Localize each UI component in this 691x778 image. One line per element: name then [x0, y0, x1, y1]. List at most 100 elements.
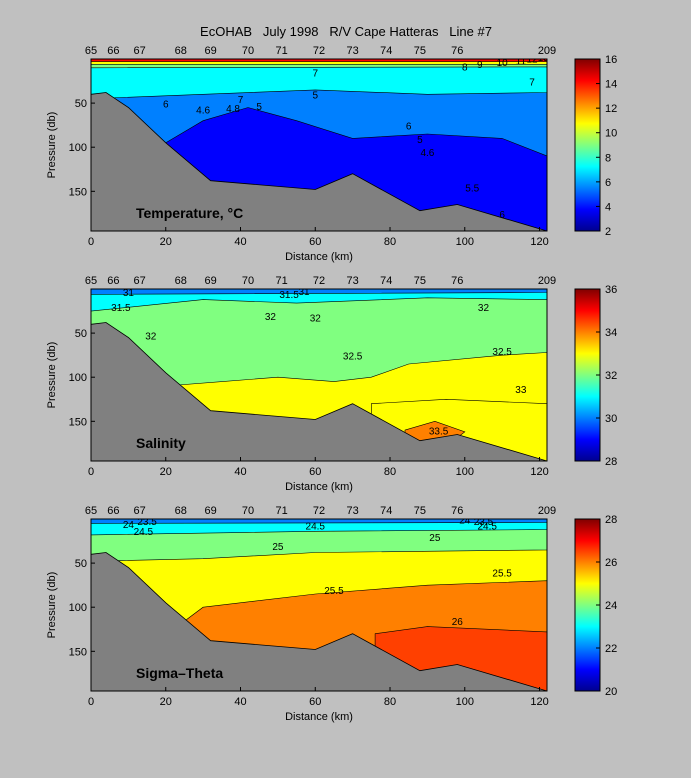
station-label: 74 [380, 505, 392, 517]
station-label: 70 [242, 275, 254, 287]
y-tick-label: 50 [75, 558, 87, 570]
station-label: 74 [380, 275, 392, 287]
contour-label: 12 [526, 55, 538, 66]
colorbar-tick-label: 16 [605, 54, 617, 66]
station-label: 76 [451, 505, 463, 517]
colorbar: 28 30 32 34 36 [574, 284, 617, 468]
x-tick-label: 20 [160, 696, 172, 708]
contour-label: 33 [515, 385, 527, 396]
contour-label: 31 [123, 288, 135, 299]
colorbar-tick-label: 6 [605, 177, 611, 189]
station-label: 209 [538, 505, 556, 517]
station-label: 74 [380, 45, 392, 57]
contour-label: 6 [163, 100, 169, 111]
station-label: 70 [242, 505, 254, 517]
contour-label: 23.5 [474, 517, 494, 528]
contour-label: 25.5 [324, 586, 344, 597]
y-axis-label: Pressure (db) [46, 572, 58, 639]
contour-label: 24 [123, 520, 135, 531]
x-tick-label: 0 [88, 696, 94, 708]
station-label: 72 [313, 505, 325, 517]
y-tick-label: 50 [75, 328, 87, 340]
y-tick-label: 150 [69, 186, 87, 198]
x-tick-label: 20 [160, 236, 172, 248]
contour-label: 7 [312, 69, 318, 80]
x-tick-label: 100 [456, 696, 474, 708]
y-tick-label: 50 [75, 98, 87, 110]
x-tick-label: 80 [384, 236, 396, 248]
x-axis-label: Distance (km) [285, 251, 353, 263]
contour-label: 32 [478, 303, 490, 314]
station-label: 72 [313, 45, 325, 57]
station-label: 70 [242, 45, 254, 57]
station-label: 75 [414, 45, 426, 57]
colorbar-tick-label: 34 [605, 327, 617, 339]
station-label: 71 [275, 45, 287, 57]
station-label: 65 [85, 505, 97, 517]
x-axis-label: Distance (km) [285, 711, 353, 723]
contour-label: 7 [238, 95, 244, 106]
contour-label: 24.5 [477, 522, 497, 533]
colorbar-tick-label: 26 [605, 557, 617, 569]
contour-label: 32.5 [343, 352, 363, 363]
station-label: 68 [175, 505, 187, 517]
colorbar-tick-label: 4 [605, 201, 611, 213]
plot-frame [90, 518, 548, 692]
colorbar: 2 4 6 8 10 12 14 16 [574, 54, 617, 238]
panel-label: Salinity [136, 435, 186, 451]
contour-label: 31.5 [111, 303, 131, 314]
contour-label: 15 [538, 53, 550, 64]
colorbar-tick-label: 8 [605, 152, 611, 164]
x-tick-label: 60 [309, 236, 321, 248]
x-tick-label: 120 [530, 696, 548, 708]
contour-label: 5 [312, 91, 318, 102]
station-label: 66 [107, 505, 119, 517]
panel-label: Temperature, °C [136, 205, 243, 221]
station-label: 71 [275, 505, 287, 517]
panel-label: Sigma–Theta [136, 665, 223, 681]
x-tick-label: 60 [309, 466, 321, 478]
plot-frame [90, 58, 548, 232]
station-label: 68 [175, 275, 187, 287]
figure-title: EcOHAB July 1998 R/V Cape Hatteras Line … [200, 24, 492, 39]
x-tick-label: 20 [160, 466, 172, 478]
colorbar-tick-label: 28 [605, 514, 617, 526]
contour-label: 5 [417, 135, 423, 146]
colorbar-tick-label: 30 [605, 413, 617, 425]
colorbar-scale [574, 288, 601, 462]
contour-label: 9 [477, 60, 483, 71]
contour-band [91, 59, 547, 62]
station-label: 67 [133, 505, 145, 517]
contour-label: 25 [272, 542, 284, 553]
contour-label: 6 [406, 122, 412, 133]
y-tick-label: 100 [69, 602, 87, 614]
colorbar-scale [574, 518, 601, 692]
contour-label: 23.5 [137, 517, 157, 528]
contour-band [91, 519, 547, 524]
station-label: 68 [175, 45, 187, 57]
contour-label: 24 [459, 515, 471, 526]
station-label: 65 [85, 275, 97, 287]
contour-label: 31.5 [279, 290, 299, 301]
colorbar-tick-label: 20 [605, 686, 617, 698]
contour-label: 31 [298, 287, 310, 298]
station-label: 73 [347, 275, 359, 287]
contour-label: 11 [516, 56, 527, 67]
station-label: 75 [414, 275, 426, 287]
contour-label: 25 [429, 533, 441, 544]
contour-label: 8 [462, 62, 468, 73]
colorbar-scale [574, 58, 601, 232]
contour-band [91, 289, 547, 295]
station-label: 69 [204, 45, 216, 57]
colorbar-tick-label: 12 [605, 103, 617, 115]
contour-label: 5 [256, 102, 262, 113]
colorbar-tick-label: 10 [605, 128, 617, 140]
x-tick-label: 40 [234, 466, 246, 478]
station-label: 71 [275, 275, 287, 287]
colorbar-tick-label: 22 [605, 643, 617, 655]
x-tick-label: 100 [456, 466, 474, 478]
